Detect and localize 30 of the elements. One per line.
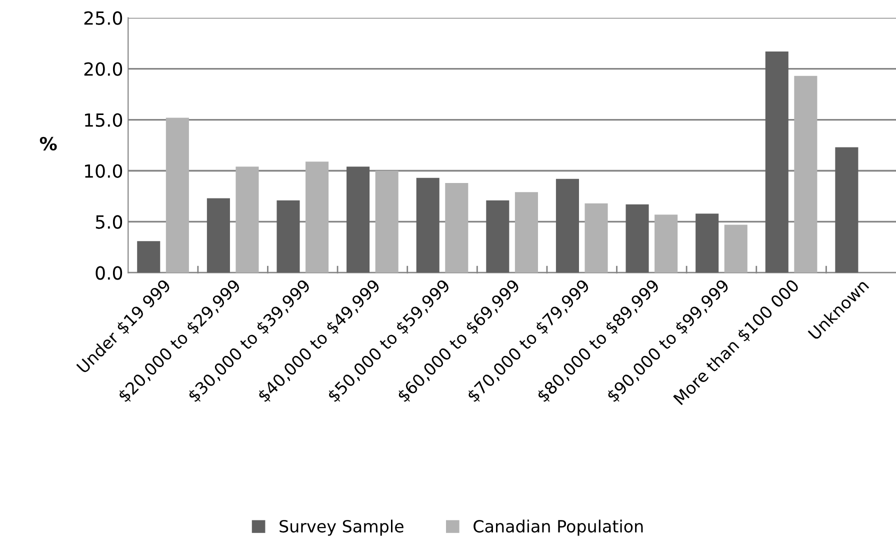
bar [236,166,259,273]
bar [765,51,788,273]
bar [724,224,748,273]
y-axis-title: % [40,136,57,150]
bar [206,198,230,273]
bar [654,214,678,273]
bar [696,214,719,273]
bar [346,166,370,273]
bar [306,162,329,273]
legend-label: Survey Sample [280,520,404,536]
bar [514,192,538,273]
legend-label: Canadian Population [474,520,643,536]
bar [375,170,398,273]
bar [835,147,858,273]
y-tick-label: 15.0 [85,113,122,127]
y-tick-label: 0.0 [96,266,122,280]
bar [445,182,468,273]
bar [794,76,818,273]
bar [276,200,300,273]
bar [137,241,160,273]
bar [416,178,440,273]
y-tick-label: 25.0 [84,11,122,25]
bar [626,204,649,273]
y-tick-label: 5.0 [96,215,122,229]
bar [166,118,189,273]
bar [486,200,510,273]
y-tick-label: 20.0 [84,62,122,76]
bar [584,203,608,273]
bar [556,178,579,273]
y-tick-label: 10.0 [85,164,122,178]
